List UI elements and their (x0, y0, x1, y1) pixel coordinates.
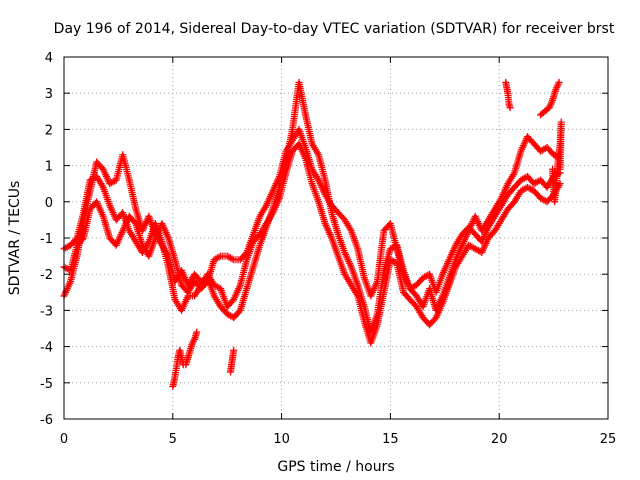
data-point-cluster-e (555, 78, 563, 86)
y-tick-label: 4 (45, 51, 53, 66)
x-tick-label: 20 (491, 432, 508, 447)
data-point-track-b (228, 255, 236, 263)
y-tick-label: 2 (45, 123, 53, 138)
data-point-track-b (215, 253, 223, 261)
data-point-cluster-f (556, 165, 564, 173)
data-point-track-c (556, 180, 564, 188)
y-tick-label: -4 (40, 341, 53, 356)
x-tick-label: 0 (60, 432, 68, 447)
data-points (60, 78, 565, 390)
x-axis-label: GPS time / hours (277, 459, 394, 475)
axis-ticks: 0 5 10 15 20 25 -6 -5 -4 -3 -2 -1 0 1 2 3 4 (40, 51, 616, 447)
y-tick-label: -6 (40, 413, 53, 428)
data-point-track-b (78, 235, 86, 243)
data-point-track-c (72, 235, 80, 243)
y-axis-label: SDTVAR / TECUs (7, 181, 23, 296)
y-tick-label: 3 (45, 87, 53, 102)
data-point-cluster-c (230, 346, 238, 354)
data-point-cluster-d (506, 104, 514, 112)
x-tick-label: 25 (600, 432, 617, 447)
y-tick-label: -3 (40, 304, 53, 319)
y-tick-label: -2 (40, 268, 53, 283)
x-tick-label: 10 (273, 432, 290, 447)
y-tick-label: 0 (45, 196, 53, 211)
y-tick-label: 1 (45, 160, 53, 175)
y-tick-label: -1 (40, 232, 53, 247)
x-tick-label: 5 (169, 432, 177, 447)
x-tick-label: 15 (382, 432, 399, 447)
chart-title: Day 196 of 2014, Sidereal Day-to-day VTE… (54, 21, 615, 37)
grid-lines (64, 57, 608, 419)
y-tick-label: -5 (40, 377, 53, 392)
data-point-cluster-b (193, 328, 201, 336)
